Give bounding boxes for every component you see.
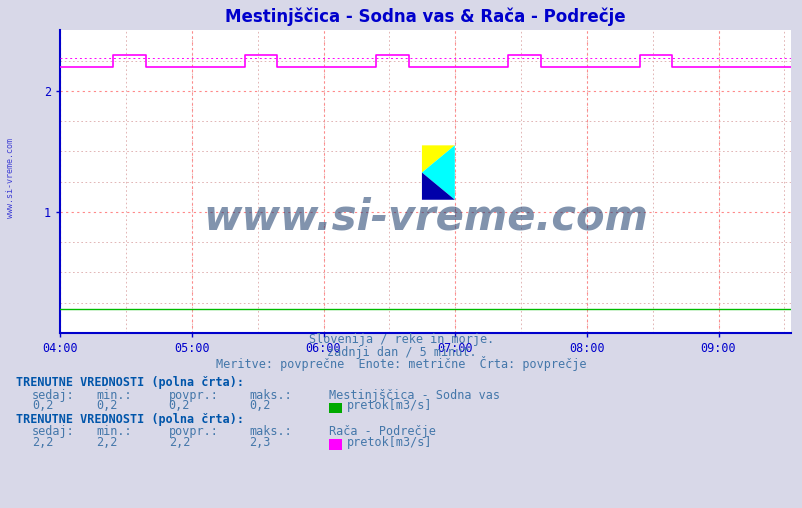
Text: zadnji dan / 5 minut.: zadnji dan / 5 minut. xyxy=(326,345,476,359)
Text: povpr.:: povpr.: xyxy=(168,389,218,402)
Text: www.si-vreme.com: www.si-vreme.com xyxy=(6,138,15,218)
Text: 0,2: 0,2 xyxy=(32,399,54,412)
Text: sedaj:: sedaj: xyxy=(32,389,75,402)
Text: 0,2: 0,2 xyxy=(168,399,190,412)
Text: Rača - Podrečje: Rača - Podrečje xyxy=(329,425,435,438)
Text: 0,2: 0,2 xyxy=(96,399,118,412)
Title: Mestinjščica - Sodna vas & Rača - Podrečje: Mestinjščica - Sodna vas & Rača - Podreč… xyxy=(225,8,625,26)
Polygon shape xyxy=(421,173,454,200)
Text: povpr.:: povpr.: xyxy=(168,425,218,438)
Text: Slovenija / reke in morje.: Slovenija / reke in morje. xyxy=(309,333,493,346)
Text: pretok[m3/s]: pretok[m3/s] xyxy=(346,399,431,412)
Text: Meritve: povprečne  Enote: metrične  Črta: povprečje: Meritve: povprečne Enote: metrične Črta:… xyxy=(216,356,586,371)
Text: sedaj:: sedaj: xyxy=(32,425,75,438)
Text: TRENUTNE VREDNOSTI (polna črta):: TRENUTNE VREDNOSTI (polna črta): xyxy=(16,376,244,389)
Text: 2,3: 2,3 xyxy=(249,435,270,449)
Text: pretok[m3/s]: pretok[m3/s] xyxy=(346,435,431,449)
Text: 0,2: 0,2 xyxy=(249,399,270,412)
Polygon shape xyxy=(421,145,454,173)
Text: Mestinjščica - Sodna vas: Mestinjščica - Sodna vas xyxy=(329,389,500,402)
Text: maks.:: maks.: xyxy=(249,389,291,402)
Text: min.:: min.: xyxy=(96,425,132,438)
Text: 2,2: 2,2 xyxy=(32,435,54,449)
Polygon shape xyxy=(421,145,454,200)
Text: TRENUTNE VREDNOSTI (polna črta):: TRENUTNE VREDNOSTI (polna črta): xyxy=(16,412,244,426)
Text: min.:: min.: xyxy=(96,389,132,402)
Text: 2,2: 2,2 xyxy=(168,435,190,449)
Text: maks.:: maks.: xyxy=(249,425,291,438)
Text: www.si-vreme.com: www.si-vreme.com xyxy=(203,197,647,239)
Text: 2,2: 2,2 xyxy=(96,435,118,449)
